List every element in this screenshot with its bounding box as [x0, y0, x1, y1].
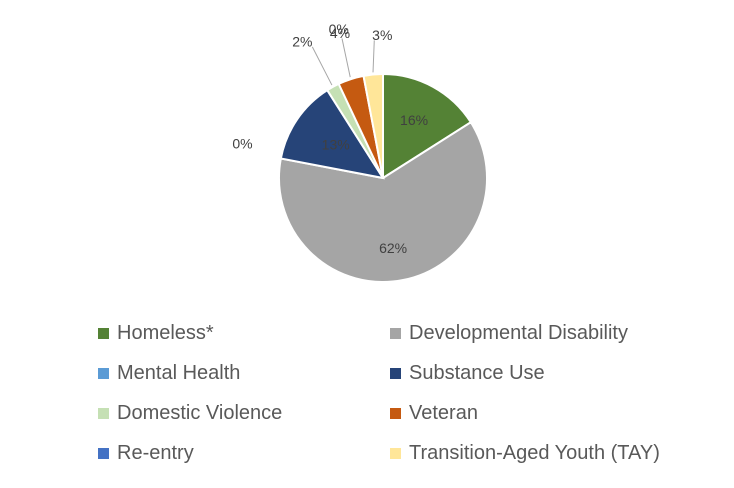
legend-swatch — [98, 328, 109, 339]
legend-item-homeless: Homeless* — [98, 322, 390, 345]
legend-label: Re-entry — [117, 442, 194, 464]
data-label-transition-aged-youth-tay: 3% — [372, 27, 392, 43]
legend-label: Veteran — [409, 402, 478, 424]
legend-swatch — [390, 368, 401, 379]
data-label-domestic-violence: 2% — [292, 34, 312, 50]
slice-substance-use — [279, 88, 386, 180]
pie-slices — [278, 72, 488, 283]
data-label-developmental-disability: 62% — [379, 240, 407, 256]
legend-swatch — [98, 368, 109, 379]
slice-labels: 16%62%0% 13%2%4%0% 3% — [232, 21, 428, 256]
legend-label: Mental Health — [117, 362, 241, 384]
data-label-mental-health: 0% — [232, 136, 252, 152]
legend-item-substance-use: Substance Use — [390, 362, 710, 385]
slice-developmental-disability — [278, 120, 488, 283]
legend-item-transition-aged-youth-tay: Transition-Aged Youth (TAY) — [390, 442, 710, 465]
leader-line-domestic-violence — [311, 46, 333, 86]
legend-item-veteran: Veteran — [390, 402, 710, 425]
leader-line-transition-aged-youth-tay — [372, 40, 375, 73]
legend-label: Domestic Violence — [117, 402, 283, 424]
legend-item-domestic-violence: Domestic Violence — [98, 402, 390, 425]
legend-label: Substance Use — [409, 362, 545, 384]
chart-legend: Homeless* Developmental Disability Mental … — [98, 322, 718, 465]
slice-homeless — [382, 72, 473, 180]
legend-swatch — [390, 328, 401, 339]
legend-item-mental-health: Mental Health — [98, 362, 390, 385]
data-label-re-entry: 0% — [329, 21, 349, 37]
legend-label: Homeless* — [117, 322, 214, 344]
data-label-veteran: 4% — [330, 25, 350, 41]
legend-swatch — [98, 408, 109, 419]
legend-swatch — [390, 408, 401, 419]
legend-label: Developmental Disability — [409, 322, 628, 344]
data-label-homeless: 16% — [400, 112, 428, 128]
legend-label: Transition-Aged Youth (TAY) — [409, 442, 660, 464]
slice-transition-aged-youth-tay — [362, 72, 384, 179]
leader-lines — [311, 38, 375, 86]
legend-swatch — [98, 448, 109, 459]
legend-item-re-entry: Re-entry — [98, 442, 390, 465]
legend-swatch — [390, 448, 401, 459]
leader-line-veteran — [341, 38, 351, 78]
data-label-substance-use: 13% — [322, 137, 350, 153]
legend-item-developmental-disability: Developmental Disability — [390, 322, 710, 345]
